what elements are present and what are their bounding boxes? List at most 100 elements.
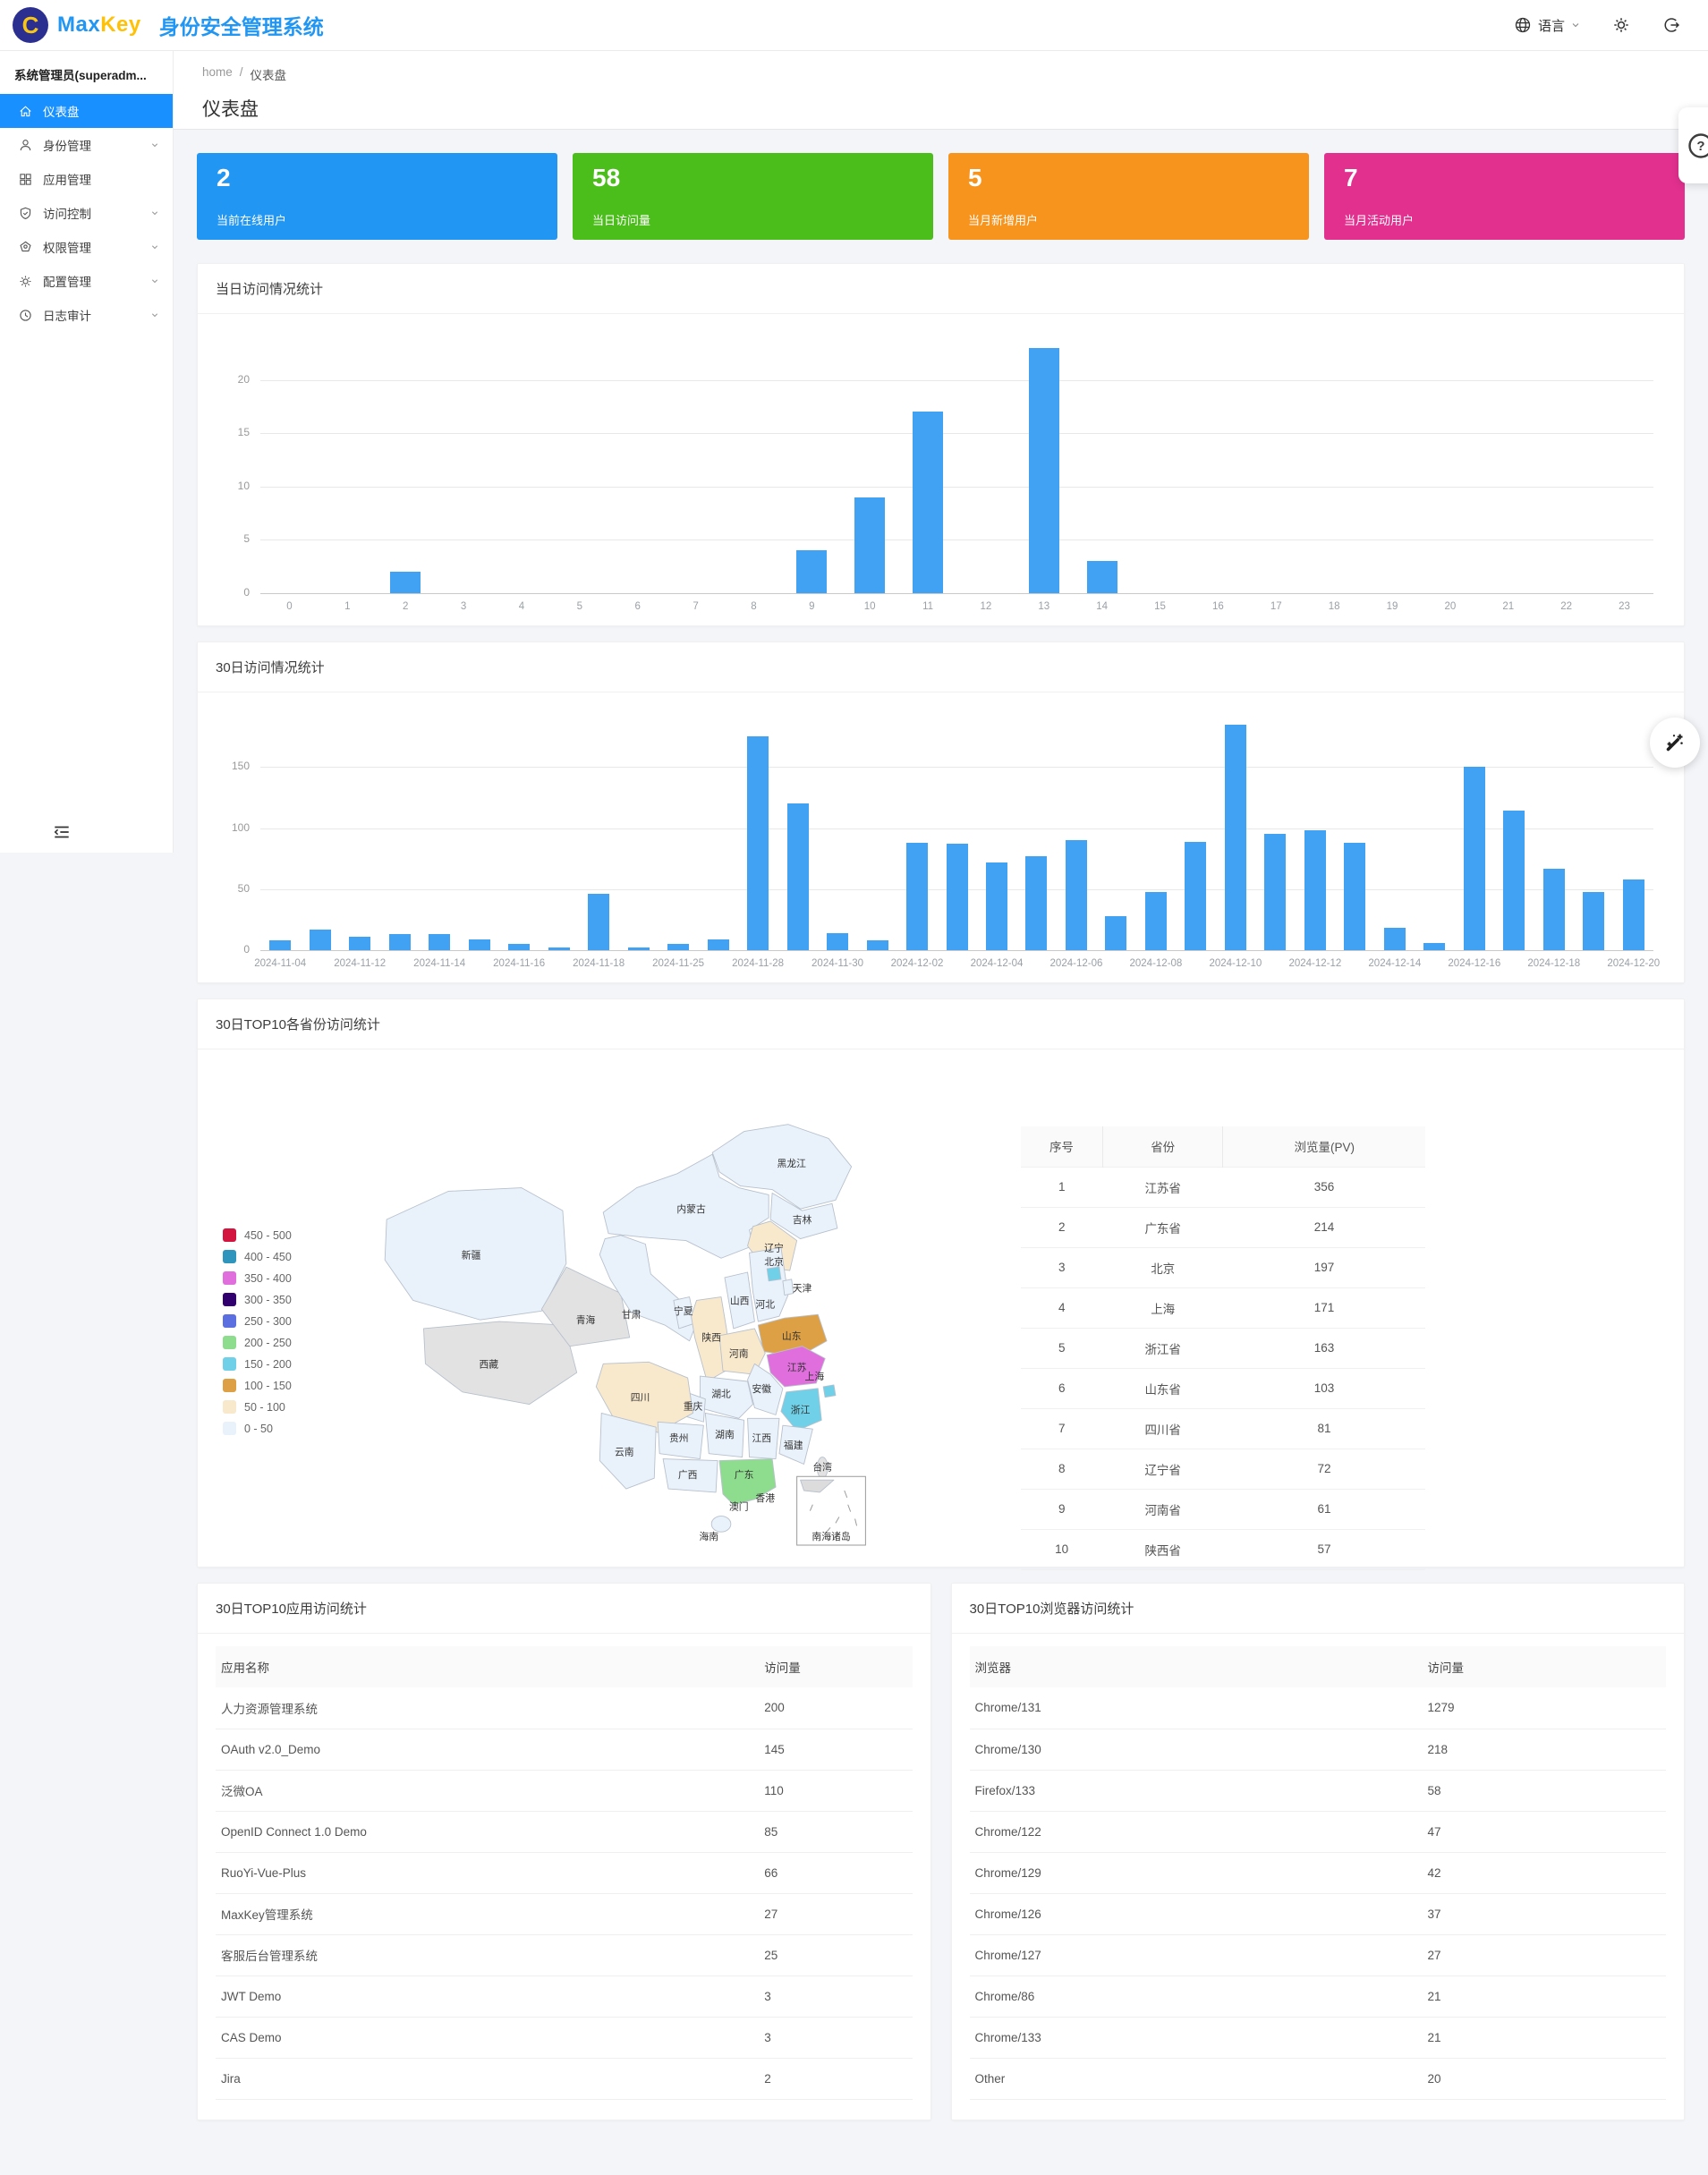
map-region-zhejiang[interactable] xyxy=(780,1388,822,1432)
table-cell: 7 xyxy=(1021,1408,1103,1449)
panel-30day-visits: 30日访问情况统计 0 50 100 150 2024-11-04 2024-11-12 2… xyxy=(197,641,1685,983)
sidebar-item-config[interactable]: 配置管理 xyxy=(0,264,173,298)
table-row: Chrome/131 1279 xyxy=(969,1687,1666,1729)
map-region-beijing[interactable] xyxy=(766,1266,782,1282)
map-region-shanxi[interactable] xyxy=(724,1271,755,1330)
table-cell: 197 xyxy=(1222,1247,1425,1288)
table-cell: 北京 xyxy=(1102,1247,1223,1288)
table-cell: 57 xyxy=(1222,1529,1425,1570)
legend-swatch xyxy=(223,1379,236,1392)
legend-swatch xyxy=(223,1314,236,1328)
map-region-qinghai[interactable] xyxy=(540,1266,631,1347)
table-row: Firefox/133 58 xyxy=(969,1770,1666,1812)
table-cell: 河南省 xyxy=(1102,1489,1223,1530)
map-region-jiangxi[interactable] xyxy=(747,1417,780,1460)
legend-label: 400 - 450 xyxy=(244,1250,292,1263)
map-region-jilin[interactable] xyxy=(769,1193,838,1240)
table-cell: 20 xyxy=(1422,2058,1666,2100)
brand-name: MaxKey xyxy=(57,13,141,37)
map-region-yunnan[interactable] xyxy=(599,1412,657,1490)
stat-card-1[interactable]: 58 当日访问量 xyxy=(573,153,933,240)
map-region-guangdong[interactable] xyxy=(718,1458,777,1506)
table-cell: 8 xyxy=(1021,1449,1103,1490)
legend-swatch xyxy=(223,1400,236,1414)
stat-card-3[interactable]: 7 当月活动用户 xyxy=(1324,153,1685,240)
bar xyxy=(1463,767,1485,950)
sidebar-item-dashboard[interactable]: 仪表盘 xyxy=(0,94,173,128)
map-region-fujian[interactable] xyxy=(778,1424,813,1465)
app-visits-table: 应用名称 访问量 人力资源管理系统 200 OAuth v2.0_Demo 145 泛微O… xyxy=(216,1646,913,2100)
table-row: 7 四川省 81 xyxy=(1021,1408,1425,1449)
table-cell: 上海 xyxy=(1102,1287,1223,1329)
bar xyxy=(1542,868,1565,950)
sidebar-item-apps[interactable]: 应用管理 xyxy=(0,162,173,196)
stat-card-2[interactable]: 5 当月新增用户 xyxy=(948,153,1309,240)
chevron-down-icon xyxy=(149,310,160,320)
column-header: 访问量 xyxy=(1422,1646,1666,1687)
bar xyxy=(1025,855,1048,950)
map-region-henan[interactable] xyxy=(718,1328,766,1375)
map-region-anhui[interactable] xyxy=(747,1363,784,1415)
panel-browser-visits: 30日TOP10浏览器访问统计 浏览器 访问量 Chrome/131 1279 Chr… xyxy=(950,1583,1685,2120)
help-button[interactable]: ? xyxy=(1678,107,1708,183)
question-mark-icon: ? xyxy=(1688,132,1708,158)
stat-card-0[interactable]: 2 当前在线用户 xyxy=(197,153,557,240)
table-row: Chrome/133 21 xyxy=(969,2017,1666,2059)
main-content: home / 仪表盘 仪表盘 2 当前在线用户 58 当日访问量 5 当月新增用户 7 当月活… xyxy=(174,51,1708,2144)
breadcrumb-separator: / xyxy=(239,65,243,79)
language-label: 语言 xyxy=(1537,18,1565,34)
sidebar-item-permission[interactable]: 权限管理 xyxy=(0,230,173,264)
page-header: home / 仪表盘 仪表盘 xyxy=(174,51,1708,130)
settings-gear-icon[interactable] xyxy=(1611,15,1631,35)
table-row: Chrome/86 21 xyxy=(969,1975,1666,2018)
table-cell: 泛微OA xyxy=(216,1770,760,1812)
map-region-xizang[interactable] xyxy=(423,1321,578,1406)
map-region-guizhou[interactable] xyxy=(657,1421,704,1460)
bar xyxy=(508,944,531,950)
table-cell: 163 xyxy=(1222,1328,1425,1369)
map-region-guangxi[interactable] xyxy=(662,1458,718,1493)
breadcrumb-home[interactable]: home xyxy=(202,65,233,79)
table-cell: 42 xyxy=(1422,1852,1666,1894)
table-cell: Chrome/133 xyxy=(969,2017,1423,2059)
map-region-hainan[interactable] xyxy=(710,1516,732,1533)
map-region-hebei[interactable] xyxy=(749,1247,789,1322)
map-region-xinjiang[interactable] xyxy=(384,1187,567,1321)
chevron-down-icon xyxy=(149,242,160,252)
table-row: Chrome/122 47 xyxy=(969,1811,1666,1853)
bar xyxy=(588,894,610,950)
bar xyxy=(985,862,1007,950)
sidebar-item-identity[interactable]: 身份管理 xyxy=(0,128,173,162)
map-region-sichuan[interactable] xyxy=(595,1361,693,1433)
header-actions: 语言 xyxy=(1513,15,1681,35)
logout-icon[interactable] xyxy=(1661,15,1681,35)
table-cell: 72 xyxy=(1222,1449,1425,1490)
map-region-neimenggu[interactable] xyxy=(602,1153,769,1259)
table-cell: 110 xyxy=(759,1770,913,1812)
table-cell: 27 xyxy=(759,1893,913,1935)
map-region-jiangsu[interactable] xyxy=(766,1346,826,1388)
magic-wand-button[interactable] xyxy=(1650,718,1700,768)
panel-title: 30日TOP10各省份访问统计 xyxy=(198,999,1684,1049)
map-region-shanghai[interactable] xyxy=(822,1384,837,1398)
sidebar-item-access[interactable]: 访问控制 xyxy=(0,196,173,230)
table-row: 6 山东省 103 xyxy=(1021,1368,1425,1409)
map-region-tianjin[interactable] xyxy=(782,1279,795,1296)
breadcrumb-current: 仪表盘 xyxy=(250,69,287,82)
map-region-gansu[interactable] xyxy=(599,1235,697,1342)
table-row: 10 陕西省 57 xyxy=(1021,1529,1425,1570)
sidebar-item-audit[interactable]: 日志审计 xyxy=(0,298,173,332)
map-region-heilongjiang[interactable] xyxy=(711,1124,853,1210)
map-region-hunan[interactable] xyxy=(704,1412,745,1458)
panel-app-visits: 30日TOP10应用访问统计 应用名称 访问量 人力资源管理系统 200 OAuth … xyxy=(197,1583,931,2120)
map-region-hubei[interactable] xyxy=(699,1375,753,1419)
table-row: 人力资源管理系统 200 xyxy=(216,1687,913,1729)
table-cell: 3 xyxy=(1021,1247,1103,1288)
bar xyxy=(667,944,690,950)
map-region-taiwan[interactable] xyxy=(816,1457,829,1479)
language-menu[interactable]: 语言 xyxy=(1513,15,1581,35)
menu-collapse-button[interactable] xyxy=(52,822,72,842)
panel-title: 当日访问情况统计 xyxy=(198,264,1684,314)
map-label-tianjin: 天津 xyxy=(793,1283,812,1295)
